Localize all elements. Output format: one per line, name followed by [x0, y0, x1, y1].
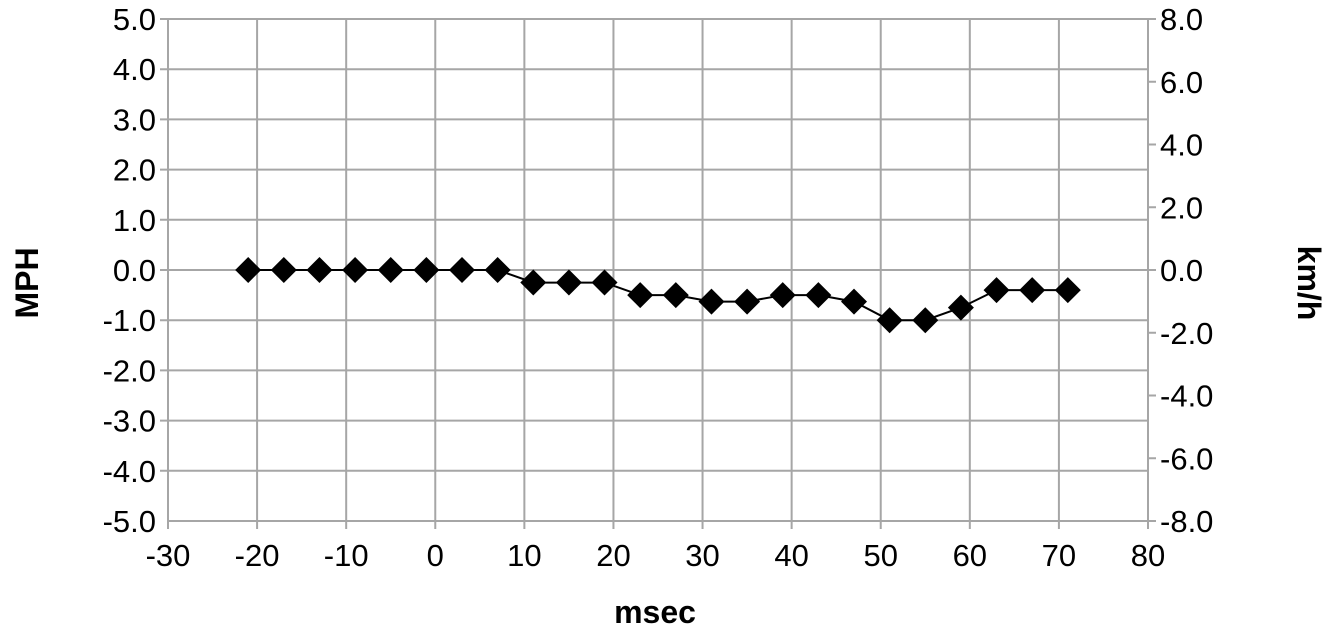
data-point [413, 257, 440, 283]
data-point [627, 282, 654, 309]
data-point [484, 257, 511, 283]
y2-tick-label: -6.0 [1160, 441, 1213, 476]
data-markers [235, 257, 1081, 334]
data-point [555, 269, 582, 296]
y-tick-labels: 5.0 4.0 3.0 2.0 1.0 0.0 -1.0 -2.0 -3.0 -4.0 -5.0 [103, 2, 156, 539]
y-tick-label: -2.0 [103, 353, 156, 388]
y-tick-label: 1.0 [113, 203, 156, 238]
data-point [591, 269, 618, 296]
x-tick-label: -30 [146, 538, 191, 573]
data-point [306, 257, 333, 283]
data-point [805, 282, 832, 309]
y2-tick-label: 2.0 [1160, 190, 1203, 225]
data-point [270, 257, 297, 283]
x-tick-label: 70 [1042, 538, 1076, 573]
data-point [1054, 277, 1081, 304]
x-tick-label: 80 [1131, 538, 1165, 573]
y2-tick-label: 6.0 [1160, 65, 1203, 100]
x-tick-label: 10 [507, 538, 541, 573]
data-point [449, 257, 475, 283]
y2-tick-labels: 8.0 6.0 4.0 2.0 0.0 -2.0 -4.0 -6.0 -8.0 [1160, 2, 1213, 539]
y2-axis-title: km/h [1291, 246, 1327, 321]
y2-tick-label: 0.0 [1160, 253, 1203, 288]
data-point [947, 294, 974, 321]
series-line-path [248, 269, 1068, 322]
y-tick-label: 5.0 [113, 2, 156, 37]
data-point [841, 288, 867, 315]
y-axis-title: MPH [9, 247, 45, 318]
x-tick-label: 40 [774, 538, 808, 573]
y-tick-label: 4.0 [113, 52, 156, 87]
x-tick-label: 50 [863, 538, 897, 573]
y-tick-label: 3.0 [113, 102, 156, 137]
y2-tick-label: -8.0 [1160, 504, 1213, 539]
x-tick-label: 30 [685, 538, 719, 573]
y-tick-label: 0.0 [113, 253, 156, 288]
data-point [912, 307, 939, 334]
x-tick-label: 0 [427, 538, 444, 573]
data-point [769, 282, 796, 309]
y2-tick-label: 8.0 [1160, 2, 1203, 37]
data-point [662, 282, 689, 309]
y-tick-label: -1.0 [103, 303, 156, 338]
x-tick-labels: -30 -20 -10 0 10 20 30 40 50 60 70 80 [146, 538, 1166, 573]
y2-tick-label: -4.0 [1160, 379, 1213, 414]
x-tick-label: -20 [235, 538, 280, 573]
y2-tick-label: 4.0 [1160, 128, 1203, 163]
series-line [248, 269, 1068, 322]
data-point [1019, 277, 1046, 304]
x-tick-label: 60 [953, 538, 987, 573]
data-point [520, 269, 547, 296]
data-point [235, 257, 262, 283]
data-point [698, 288, 725, 315]
data-point [734, 288, 761, 315]
data-point [342, 257, 369, 283]
y-tick-label: 2.0 [113, 153, 156, 188]
data-point [983, 277, 1010, 304]
x-tick-label: -10 [324, 538, 369, 573]
data-point [876, 307, 903, 334]
y-tick-label: -4.0 [103, 454, 156, 489]
y2-tick-label: -2.0 [1160, 316, 1213, 351]
x-axis-title: msec [614, 594, 696, 630]
axes [167, 18, 1156, 529]
x-tick-label: 20 [596, 538, 630, 573]
data-point [377, 257, 404, 283]
y-tick-label: -5.0 [103, 504, 156, 539]
y-tick-label: -3.0 [103, 404, 156, 439]
